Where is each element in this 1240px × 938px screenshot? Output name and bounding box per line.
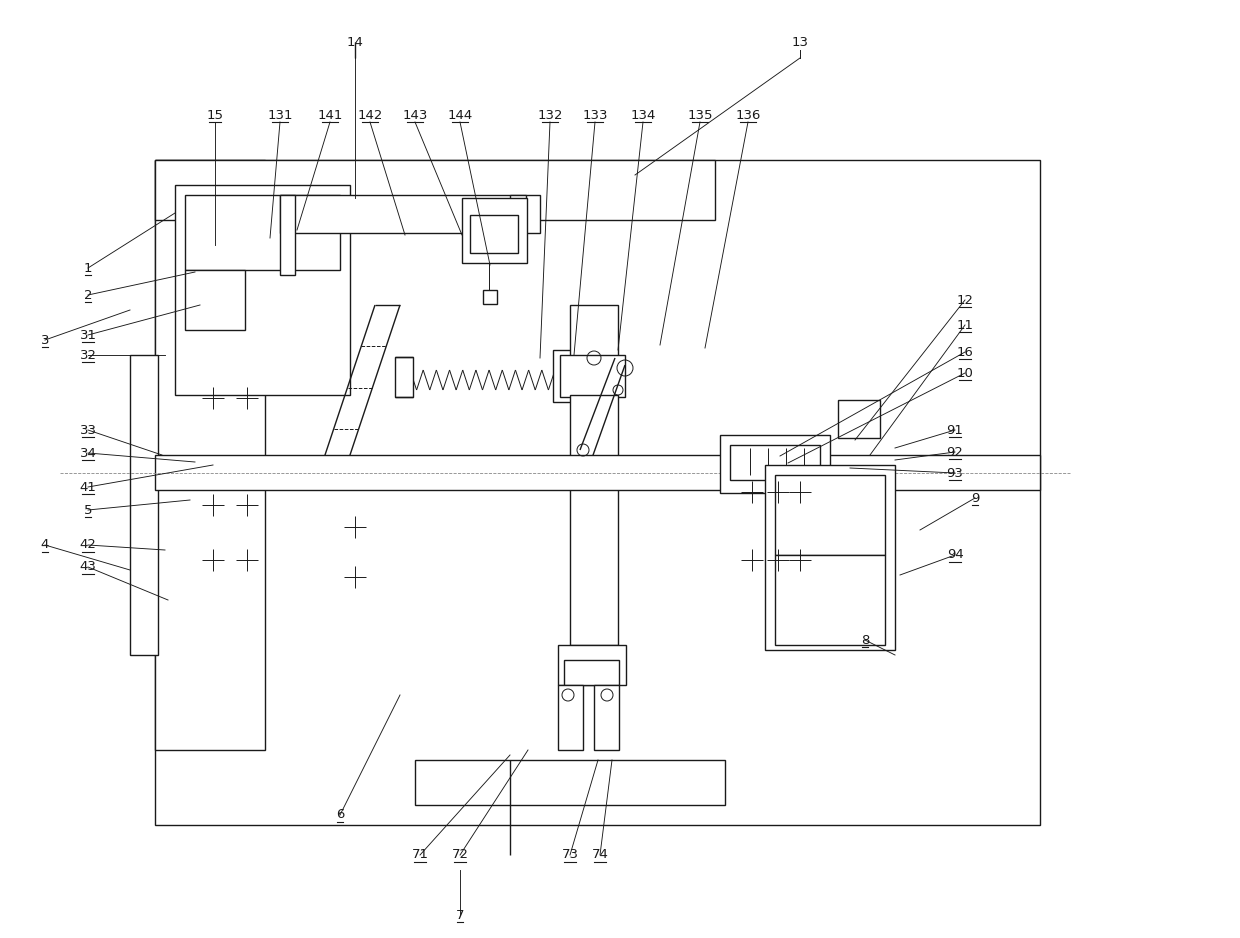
Bar (484, 290, 497, 304)
Bar (415, 760, 725, 805)
Text: 13: 13 (791, 36, 808, 49)
Bar (765, 465, 895, 650)
Bar (558, 685, 583, 750)
Bar (510, 195, 526, 233)
Text: 43: 43 (79, 561, 97, 573)
Bar (838, 400, 880, 438)
Text: 31: 31 (79, 328, 97, 341)
Text: 2: 2 (84, 289, 92, 301)
Text: 142: 142 (357, 109, 383, 122)
Bar (280, 195, 539, 233)
Bar (463, 198, 527, 263)
Text: 132: 132 (537, 109, 563, 122)
Text: 9: 9 (971, 492, 980, 505)
Bar (155, 160, 1040, 825)
Text: 33: 33 (79, 423, 97, 436)
Bar (564, 660, 619, 685)
Text: 34: 34 (79, 446, 97, 460)
Text: 136: 136 (735, 109, 760, 122)
Bar (570, 305, 618, 360)
Bar (280, 195, 295, 275)
Text: 4: 4 (41, 538, 50, 552)
Text: 1: 1 (84, 262, 92, 275)
Bar (396, 357, 413, 397)
Bar (130, 355, 157, 655)
Bar (558, 645, 626, 685)
Text: 131: 131 (268, 109, 293, 122)
Bar (185, 270, 246, 330)
Text: 8: 8 (861, 633, 869, 646)
Bar (155, 160, 715, 220)
Bar (185, 195, 340, 270)
Text: 6: 6 (336, 809, 345, 822)
Text: 141: 141 (317, 109, 342, 122)
Bar (775, 555, 885, 645)
Text: 7: 7 (456, 909, 464, 921)
Text: 10: 10 (956, 367, 973, 380)
Text: 74: 74 (591, 849, 609, 861)
Bar (775, 475, 885, 555)
Bar (553, 350, 598, 402)
Text: 3: 3 (41, 334, 50, 346)
Bar (570, 395, 618, 645)
Text: 15: 15 (207, 109, 223, 122)
Bar (155, 455, 1040, 490)
Text: 71: 71 (412, 849, 429, 861)
Bar (720, 435, 830, 493)
Bar (175, 185, 350, 395)
Text: 144: 144 (448, 109, 472, 122)
Text: 134: 134 (630, 109, 656, 122)
Bar (730, 445, 820, 480)
Text: 92: 92 (946, 446, 963, 459)
Text: 143: 143 (402, 109, 428, 122)
Text: 12: 12 (956, 294, 973, 307)
Text: 72: 72 (451, 849, 469, 861)
Text: 133: 133 (583, 109, 608, 122)
Text: 91: 91 (946, 423, 963, 436)
Text: 93: 93 (946, 466, 963, 479)
Text: 32: 32 (79, 349, 97, 361)
Text: 14: 14 (346, 36, 363, 49)
Text: 11: 11 (956, 319, 973, 331)
Text: 16: 16 (956, 345, 973, 358)
Text: 42: 42 (79, 538, 97, 552)
Text: 135: 135 (687, 109, 713, 122)
Text: 41: 41 (79, 480, 97, 493)
Text: 5: 5 (84, 504, 92, 517)
Bar (594, 685, 619, 750)
Bar (470, 215, 518, 253)
Bar (155, 160, 265, 750)
Bar (560, 355, 625, 397)
Text: 73: 73 (562, 849, 579, 861)
Text: 94: 94 (946, 549, 963, 562)
